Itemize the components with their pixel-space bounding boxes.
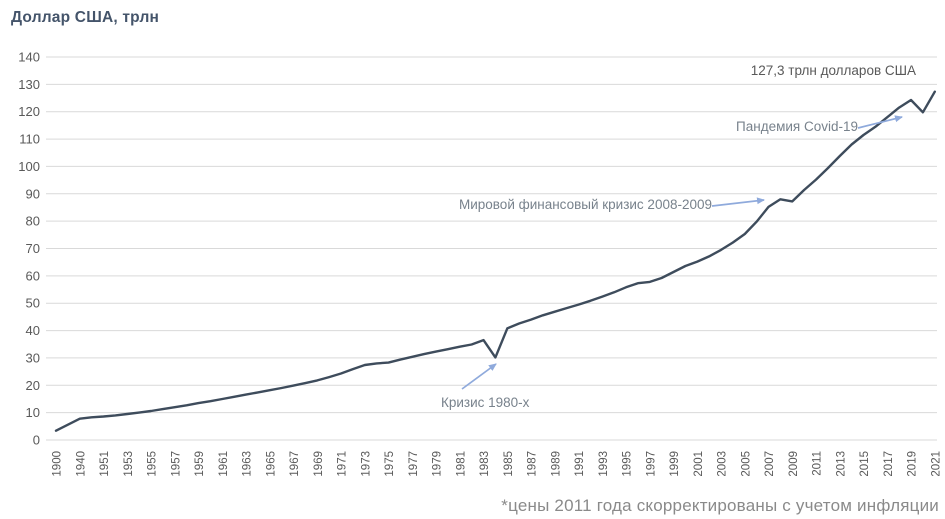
svg-text:2001: 2001 [693, 451, 705, 477]
svg-text:140: 140 [18, 50, 40, 65]
svg-text:30: 30 [26, 350, 40, 365]
footnote-inflation-note: *цены 2011 года скорректированы с учетом… [501, 496, 939, 515]
svg-text:100: 100 [18, 159, 40, 174]
svg-text:1967: 1967 [289, 451, 301, 477]
svg-text:1975: 1975 [384, 451, 396, 477]
svg-text:20: 20 [26, 378, 40, 393]
annotation-financial-crisis-2008-2009: Мировой финансовый кризис 2008-2009 [458, 197, 712, 212]
svg-text:1989: 1989 [550, 451, 562, 477]
svg-text:50: 50 [26, 296, 40, 311]
svg-text:1957: 1957 [170, 451, 182, 477]
svg-text:60: 60 [26, 268, 40, 283]
annotation-arrows [461, 115, 903, 390]
svg-text:1965: 1965 [265, 451, 277, 477]
svg-text:90: 90 [26, 186, 40, 201]
svg-text:2011: 2011 [812, 451, 824, 476]
svg-text:2007: 2007 [764, 451, 776, 477]
svg-text:1981: 1981 [455, 451, 467, 477]
svg-text:1973: 1973 [360, 451, 372, 477]
svg-text:1963: 1963 [242, 451, 254, 477]
svg-text:1979: 1979 [432, 451, 444, 477]
svg-text:2021: 2021 [930, 451, 942, 477]
svg-text:80: 80 [26, 214, 40, 229]
svg-text:2013: 2013 [835, 451, 847, 477]
svg-text:1987: 1987 [527, 451, 539, 477]
svg-text:40: 40 [26, 323, 40, 338]
y-axis-labels: 0 10 20 30 40 50 60 70 80 90 100 110 120 130 140 [18, 50, 40, 448]
svg-text:2019: 2019 [907, 451, 919, 477]
svg-text:1995: 1995 [622, 451, 634, 477]
svg-text:0: 0 [33, 433, 40, 448]
svg-text:1993: 1993 [598, 451, 610, 477]
svg-text:120: 120 [18, 104, 40, 119]
svg-text:1953: 1953 [123, 451, 135, 477]
annotation-1980s-crisis: Кризис 1980-х [441, 395, 530, 410]
annotation-final-value: 127,3 трлн долларов США [750, 63, 916, 78]
svg-text:1997: 1997 [645, 451, 657, 477]
x-axis-labels: 1900 1940 1951 1953 1955 1957 1959 1961 1963 1965… [52, 451, 943, 477]
svg-text:130: 130 [18, 77, 40, 92]
svg-text:1983: 1983 [479, 451, 491, 477]
svg-text:1969: 1969 [313, 451, 325, 477]
svg-text:1940: 1940 [75, 451, 87, 477]
data-line [54, 90, 936, 432]
svg-text:2005: 2005 [740, 451, 752, 477]
svg-text:1959: 1959 [194, 451, 206, 477]
svg-text:2017: 2017 [883, 451, 895, 477]
svg-text:1985: 1985 [503, 451, 515, 477]
chart-title: Доллар США, трлн [11, 9, 160, 26]
svg-text:1961: 1961 [218, 451, 230, 477]
svg-text:1971: 1971 [337, 451, 349, 477]
svg-text:1955: 1955 [147, 451, 159, 477]
svg-text:1999: 1999 [669, 451, 681, 477]
svg-text:2015: 2015 [859, 451, 871, 477]
annotation-covid-pandemic: Пандемия Covid-19 [736, 119, 858, 134]
svg-text:70: 70 [26, 241, 40, 256]
svg-text:1977: 1977 [408, 451, 420, 477]
svg-text:1951: 1951 [99, 451, 111, 477]
svg-text:2003: 2003 [717, 451, 729, 477]
svg-text:1900: 1900 [52, 451, 64, 477]
gridlines [46, 56, 937, 441]
svg-text:10: 10 [26, 405, 40, 420]
svg-text:2009: 2009 [788, 451, 800, 477]
svg-text:1991: 1991 [574, 451, 586, 477]
svg-text:110: 110 [19, 132, 40, 147]
